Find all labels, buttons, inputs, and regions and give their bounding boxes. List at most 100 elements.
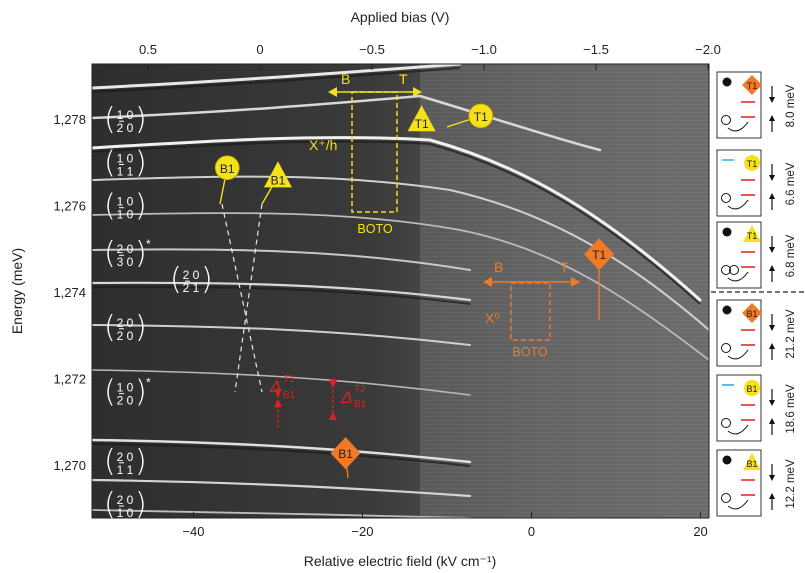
- marker-label: B1: [220, 162, 235, 176]
- state-label: (1 02 0) *: [104, 375, 151, 410]
- svg-text:(: (: [104, 444, 116, 479]
- svg-text:(: (: [104, 189, 116, 224]
- state-top: 2 0: [117, 450, 134, 464]
- marker-label: T1: [474, 110, 488, 124]
- panel-energy: 6.6 meV: [785, 162, 797, 205]
- y-axis-title: Energy (meV): [9, 248, 25, 334]
- x-plus-label: X⁺/h: [309, 137, 337, 153]
- panel-marker-label: T1: [747, 81, 758, 91]
- marker-diamond: T1: [584, 238, 615, 321]
- energy-level-panel: T1 6.6 meV: [716, 149, 797, 217]
- t-label-top: T: [399, 71, 408, 87]
- markers: B1 B1 T1 T1 T1 B1: [214, 103, 615, 479]
- state-top: 2 0: [117, 316, 134, 330]
- svg-text:): ): [135, 102, 147, 137]
- state-top: 2 0: [117, 242, 134, 256]
- marker-label: T1: [415, 117, 429, 131]
- energy-level-panel: B1 21.2 meV: [716, 299, 797, 367]
- state-label: (2 01 1): [104, 444, 147, 479]
- state-label: (2 02 1): [170, 262, 213, 297]
- x-tick-label: −40: [182, 524, 204, 539]
- x-axis-title: Relative electric field (kV cm⁻¹): [304, 553, 497, 569]
- energy-level-panel: T1 8.0 meV: [716, 71, 797, 139]
- state-bottom: 1 1: [117, 463, 134, 477]
- state-bottom: 2 0: [117, 121, 134, 135]
- state-label: (1 01 0): [104, 189, 147, 224]
- marker-triangle: B1: [261, 161, 292, 205]
- top-axis-title: Applied bias (V): [351, 9, 450, 25]
- energy-level-panel: B1 18.6 meV: [716, 374, 797, 442]
- x-tick-label: 0: [528, 524, 535, 539]
- state-bottom: 2 1: [183, 281, 200, 295]
- b-label-mid: B: [494, 259, 503, 275]
- spectral-map: [92, 64, 709, 518]
- emission-lines: [92, 64, 709, 518]
- svg-text:): ): [135, 444, 147, 479]
- panel-energy: 18.6 meV: [785, 384, 797, 434]
- top-tick-label: −0.5: [359, 42, 385, 57]
- panel-marker-label: B1: [746, 459, 757, 469]
- energy-level-panel: T1 6.8 meV: [716, 221, 797, 289]
- delta-t2: Δ T2 B1: [329, 380, 367, 420]
- state-bottom: 1 0: [117, 208, 134, 222]
- boto-box-mid: [510, 282, 551, 341]
- panel-marker-label: B1: [746, 309, 757, 319]
- top-tick-label: 0: [256, 42, 263, 57]
- state-bottom: 3 0: [117, 255, 134, 269]
- delta-t1: Δ T1 B1: [269, 374, 296, 428]
- svg-text:(: (: [104, 236, 116, 271]
- state-label: (1 01 1): [104, 145, 147, 180]
- svg-text:(: (: [170, 262, 182, 297]
- panel-energy: 6.8 meV: [785, 234, 797, 277]
- panel-energy: 12.2 meV: [785, 459, 797, 509]
- y-tick-label: 1,272: [53, 372, 86, 387]
- boto-mid-label: BOTO: [512, 345, 547, 359]
- x-axis: −40 −20 0 20: [182, 512, 708, 539]
- y-tick-label: 1,276: [53, 199, 86, 214]
- state-star: *: [146, 376, 151, 390]
- svg-text:): ): [201, 262, 213, 297]
- svg-text:): ): [135, 145, 147, 180]
- top-tick-label: −1.0: [471, 42, 497, 57]
- marker-circle: B1: [214, 155, 240, 205]
- marker-diamond: B1: [330, 437, 361, 479]
- y-tick-label: 1,270: [53, 458, 86, 473]
- delta-t2-sub: B1: [354, 399, 367, 410]
- crossing-lines: [221, 203, 263, 393]
- svg-text:): ): [135, 487, 147, 522]
- panel-energy: 21.2 meV: [785, 309, 797, 359]
- y-tick-label: 1,274: [53, 285, 86, 300]
- state-bottom: 1 0: [117, 506, 134, 520]
- svg-text:): ): [135, 310, 147, 345]
- x-tick-label: −20: [351, 524, 373, 539]
- state-top: 1 0: [117, 108, 134, 122]
- state-bottom: 1 1: [117, 164, 134, 178]
- panel-energy: 8.0 meV: [785, 84, 797, 127]
- marker-label: B1: [271, 173, 286, 187]
- marker-label: B1: [338, 447, 353, 461]
- svg-text:(: (: [104, 487, 116, 522]
- state-top: 2 0: [117, 493, 134, 507]
- delta-t1-sub: B1: [283, 390, 296, 401]
- state-bottom: 2 0: [117, 329, 134, 343]
- marker-label: T1: [592, 248, 606, 262]
- state-bottom: 2 0: [117, 394, 134, 408]
- state-label: (2 02 0): [104, 310, 147, 345]
- svg-text:(: (: [104, 310, 116, 345]
- delta-t2-main: Δ: [340, 388, 352, 407]
- plot-frame: [91, 63, 710, 519]
- svg-text:): ): [135, 375, 147, 410]
- energy-level-panel: B1 12.2 meV: [716, 449, 797, 517]
- state-labels: (1 02 0)(1 01 1)(1 01 0)(2 03 0) *(2 02 1…: [104, 102, 213, 522]
- svg-text:): ): [135, 236, 147, 271]
- boto-top-label: BOTO: [357, 222, 392, 236]
- top-tick-label: −2.0: [695, 42, 721, 57]
- panel-marker-label: B1: [746, 384, 757, 394]
- state-label: (2 01 0): [104, 487, 147, 522]
- y-axis: 1,270 1,272 1,274 1,276 1,278: [53, 112, 98, 473]
- state-top: 1 0: [117, 381, 134, 395]
- svg-text:(: (: [104, 375, 116, 410]
- svg-text:(: (: [104, 102, 116, 137]
- panel-marker-label: T1: [747, 159, 758, 169]
